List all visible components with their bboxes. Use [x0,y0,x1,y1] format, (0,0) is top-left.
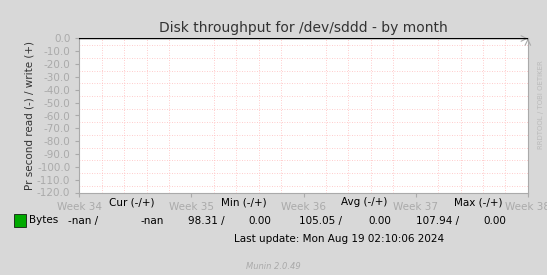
Text: Min (-/+): Min (-/+) [220,197,266,207]
Text: 0.00: 0.00 [248,216,271,226]
Text: Avg (-/+): Avg (-/+) [341,197,387,207]
Text: -nan: -nan [141,216,164,226]
Text: -nan /: -nan / [68,216,98,226]
Text: Bytes: Bytes [29,215,58,225]
Text: 98.31 /: 98.31 / [188,216,224,226]
Text: 107.94 /: 107.94 / [416,216,459,226]
Text: Cur (-/+): Cur (-/+) [108,197,154,207]
Text: 105.05 /: 105.05 / [299,216,342,226]
Text: Munin 2.0.49: Munin 2.0.49 [246,262,301,271]
Text: 0.00: 0.00 [483,216,506,226]
Text: Last update: Mon Aug 19 02:10:06 2024: Last update: Mon Aug 19 02:10:06 2024 [234,234,444,244]
Text: Max (-/+): Max (-/+) [455,197,503,207]
Y-axis label: Pr second read (-) / write (+): Pr second read (-) / write (+) [24,41,34,190]
Text: RRDTOOL / TOBI OETIKER: RRDTOOL / TOBI OETIKER [538,60,544,149]
Title: Disk throughput for /dev/sddd - by month: Disk throughput for /dev/sddd - by month [159,21,448,35]
Text: 0.00: 0.00 [368,216,391,226]
